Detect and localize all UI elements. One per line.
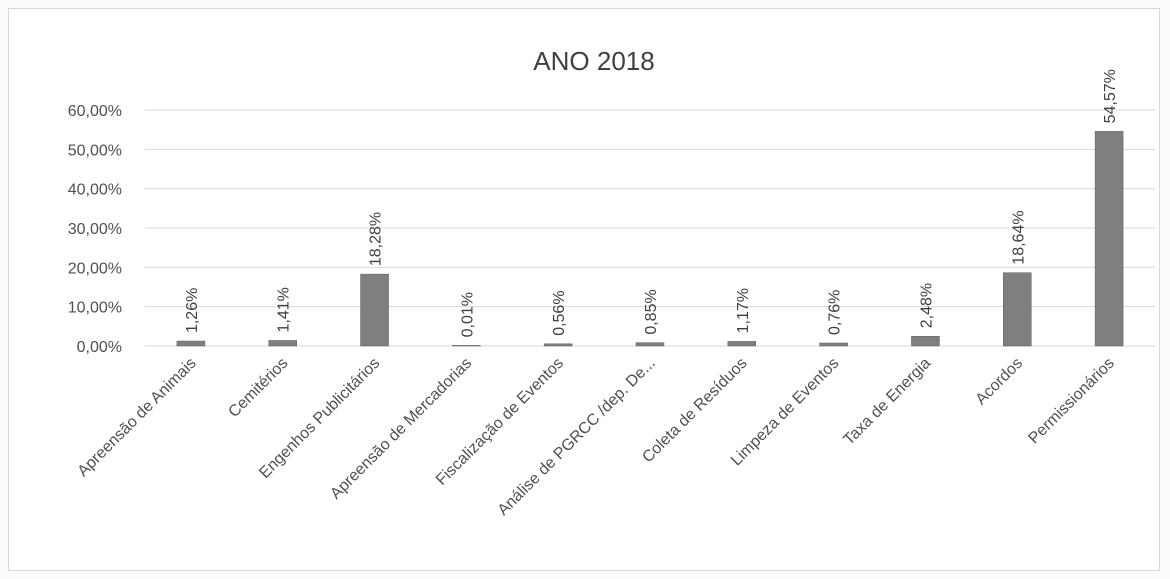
chart-area: [8, 8, 1160, 571]
bars: [176, 131, 1124, 347]
bar: [452, 345, 481, 347]
data-label: 0,56%: [551, 290, 568, 335]
x-tick-label: Cemitérios: [225, 355, 291, 421]
data-label: 2,48%: [918, 283, 935, 328]
bar: [727, 341, 757, 347]
data-labels: 1,26% 1,41% 18,28% 0,01% 0,56% 0,85% 1,17% 0,76…: [184, 69, 1119, 337]
x-tick-label: Coleta de Resíduos: [639, 355, 750, 466]
x-tick-label: Acordos: [973, 355, 1027, 409]
y-tick-label: 10,00%: [68, 300, 122, 317]
y-tick-label: 50,00%: [68, 142, 122, 159]
y-tick-label: 0,00%: [77, 339, 122, 356]
data-label: 1,26%: [184, 288, 201, 333]
x-tick-label: Análise de PGRCC /dep. De...: [495, 355, 659, 519]
data-label: 54,57%: [1102, 69, 1119, 123]
chart-title: ANO 2018: [533, 46, 654, 76]
data-label: 1,17%: [735, 288, 752, 333]
y-axis-tick-labels: 0,00% 10,00% 20,00% 30,00% 40,00% 50,00% 60,00…: [68, 103, 122, 356]
y-tick-label: 40,00%: [68, 182, 122, 199]
x-tick-label: Taxa de Energia: [840, 355, 934, 449]
y-tick-label: 30,00%: [68, 221, 122, 238]
bar: [1094, 131, 1124, 347]
bar: [819, 342, 848, 347]
bar: [911, 335, 940, 347]
data-label: 0,76%: [827, 290, 844, 335]
data-label: 1,41%: [276, 287, 293, 332]
bar: [543, 343, 573, 347]
bar: [635, 342, 665, 347]
data-label: 18,64%: [1010, 210, 1027, 264]
bar: [268, 340, 297, 347]
gridlines: [145, 109, 1155, 347]
y-tick-label: 60,00%: [68, 103, 122, 120]
x-tick-label: Apreensão de Animais: [75, 355, 200, 480]
y-tick-label: 20,00%: [68, 260, 122, 277]
bar: [360, 273, 389, 347]
data-label: 0,01%: [459, 292, 476, 337]
data-label: 0,85%: [643, 289, 660, 334]
x-tick-label: Permissionários: [1025, 355, 1117, 447]
bar: [176, 340, 206, 347]
data-label: 18,28%: [368, 212, 385, 266]
bar: [1003, 272, 1032, 347]
